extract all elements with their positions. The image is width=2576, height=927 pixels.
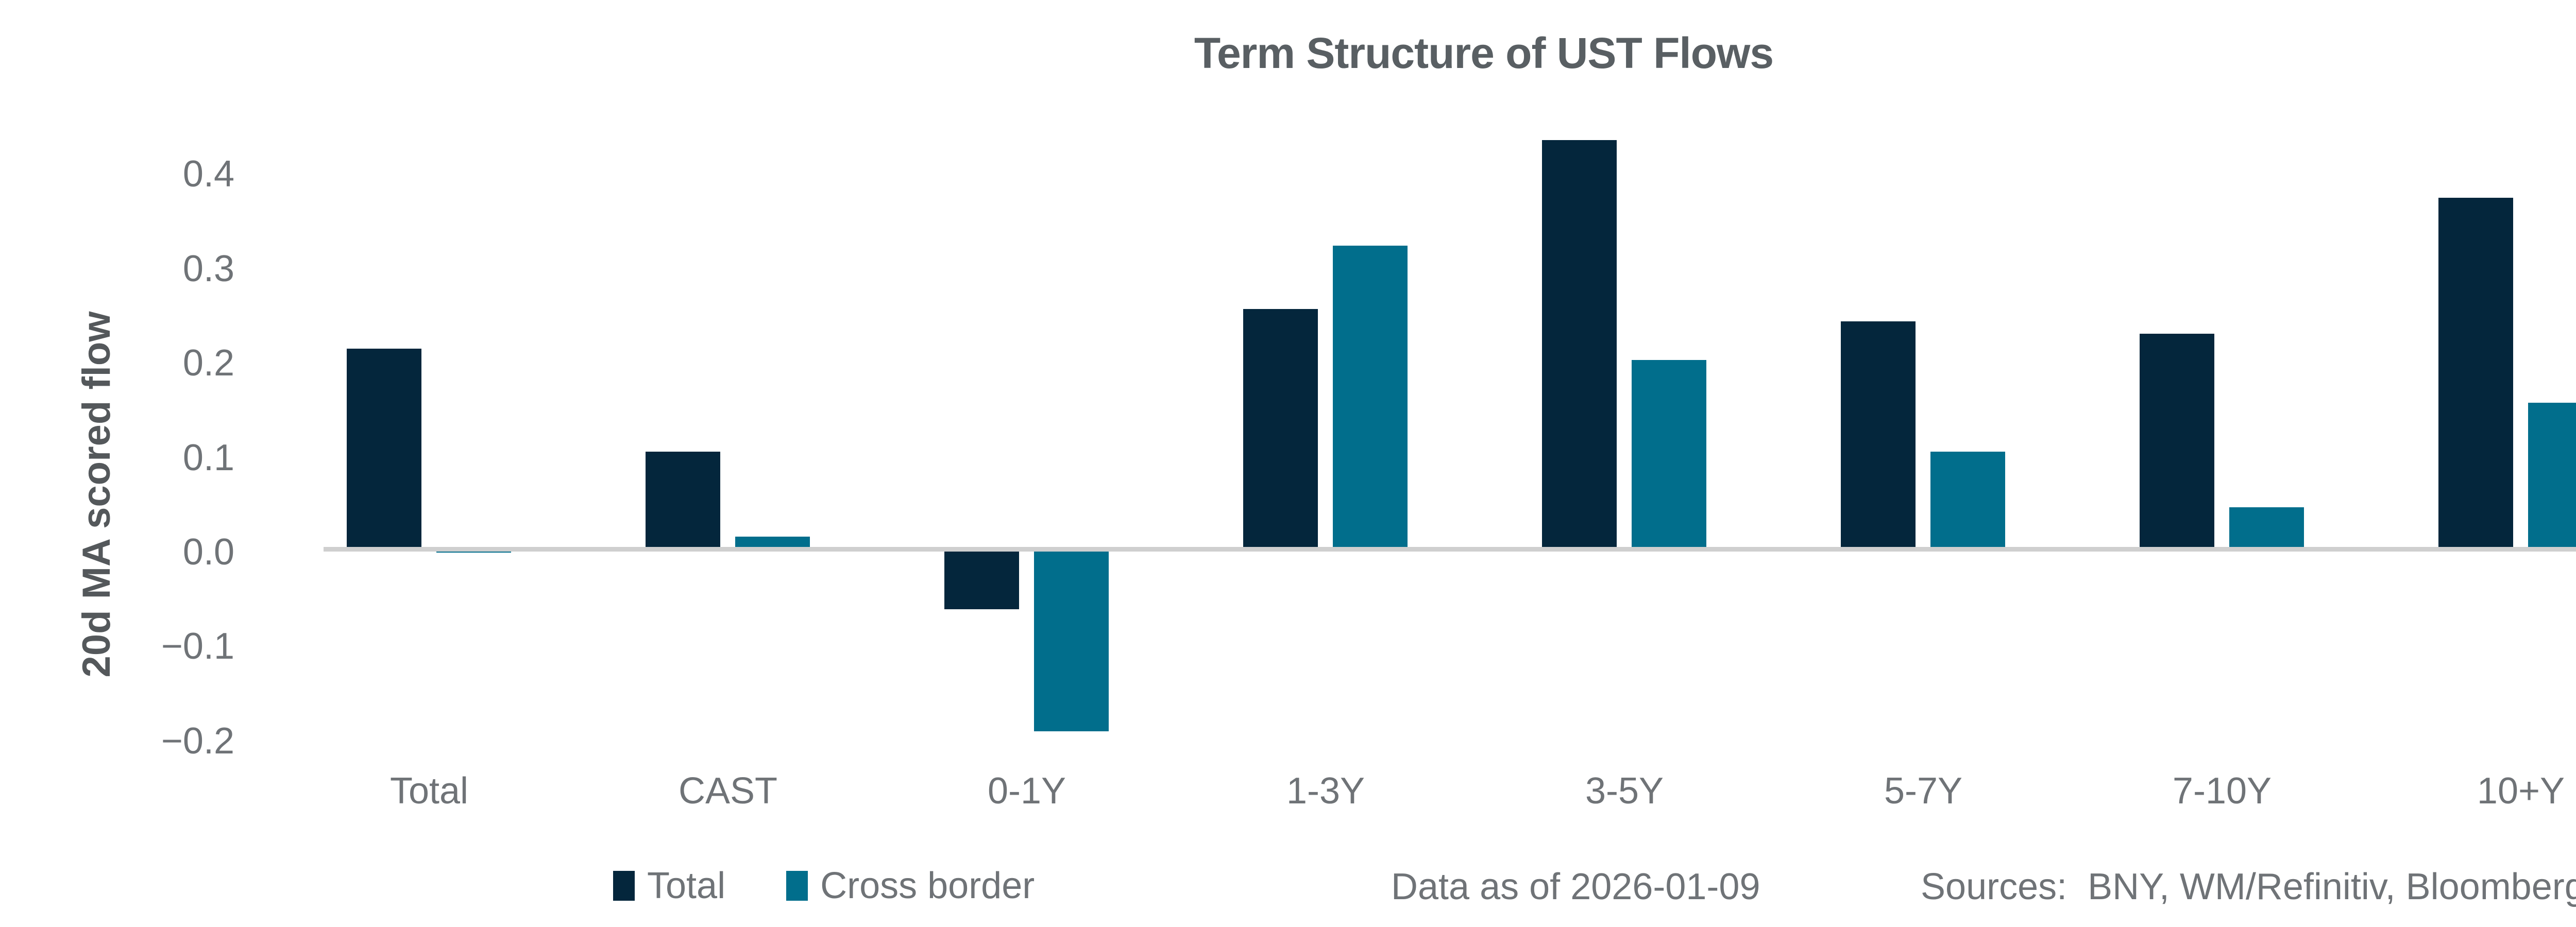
y-tick-label-0-2: 0.2	[182, 342, 234, 384]
bar-total-total	[347, 349, 421, 549]
bar-total-0-1y	[944, 549, 1019, 609]
legend-label-total: Total	[647, 865, 726, 906]
chart-title: Term Structure of UST Flows	[1194, 29, 1774, 77]
x-tick-label-7-10y: 7-10Y	[2172, 770, 2272, 812]
legend-swatch-total	[613, 871, 635, 901]
zero-axis-line	[324, 547, 2576, 552]
y-tick-label-0-2: −0.2	[161, 720, 234, 762]
bar-total-cast	[646, 452, 720, 549]
legend-swatch-cross-border	[786, 871, 808, 901]
bar-cross-border-3-5y	[1632, 360, 1706, 549]
x-tick-label-0-1y: 0-1Y	[987, 770, 1066, 812]
y-tick-label-0-0: 0.0	[182, 531, 234, 573]
x-tick-label-10-y: 10+Y	[2477, 770, 2565, 812]
bar-total-1-3y	[1243, 309, 1318, 549]
bar-cross-border-1-3y	[1333, 246, 1408, 549]
bar-total-3-5y	[1542, 140, 1617, 549]
legend-label-cross-border: Cross border	[820, 865, 1035, 906]
bar-cross-border-7-10y	[2229, 507, 2304, 549]
legend: Total Cross border	[613, 866, 1035, 905]
x-tick-label-cast: CAST	[678, 770, 778, 812]
footer-sources: Sources: BNY, WM/Refinitiv, Bloomberg	[1921, 866, 2576, 907]
bar-total-7-10y	[2140, 334, 2214, 549]
bar-cross-border-10-y	[2528, 403, 2576, 549]
bar-cross-border-0-1y	[1034, 549, 1109, 731]
y-axis-title: 20d MA scored flow	[75, 311, 118, 678]
x-tick-label-total: Total	[389, 770, 469, 812]
bar-cross-border-5-7y	[1930, 452, 2005, 549]
x-tick-label-5-7y: 5-7Y	[1884, 770, 1963, 812]
legend-item-cross-border: Cross border	[786, 866, 1035, 905]
y-tick-label-0-1: −0.1	[161, 626, 234, 667]
x-tick-label-1-3y: 1-3Y	[1286, 770, 1365, 812]
y-tick-label-0-3: 0.3	[182, 248, 234, 289]
footer-data-as-of: Data as of 2026-01-09	[1391, 866, 1760, 907]
x-tick-label-3-5y: 3-5Y	[1585, 770, 1664, 812]
y-tick-label-0-1: 0.1	[182, 437, 234, 478]
y-tick-label-0-4: 0.4	[182, 153, 234, 195]
bar-total-10-y	[2438, 198, 2513, 549]
legend-item-total: Total	[613, 866, 725, 905]
bar-total-5-7y	[1841, 321, 1916, 549]
